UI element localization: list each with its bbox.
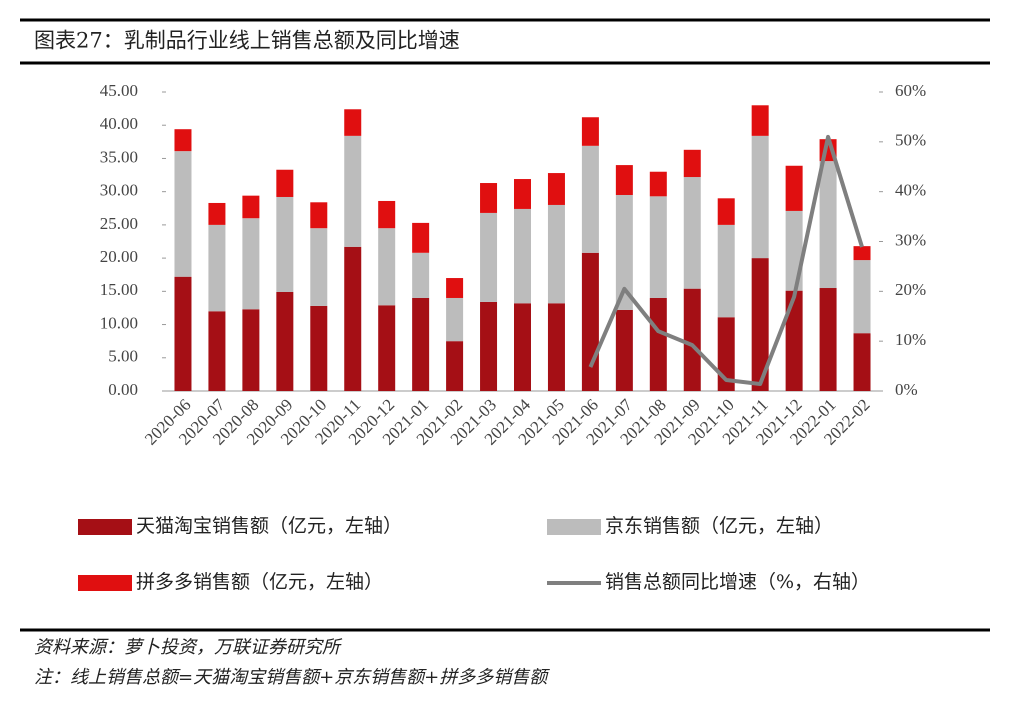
bar-segment (683, 288, 701, 391)
y2-tick-label: 60% (895, 81, 926, 100)
y-tick-label: 15.00 (100, 280, 138, 299)
legend-label: 京东销售额（亿元，左轴） (605, 515, 833, 537)
y-tick-label: 40.00 (100, 114, 138, 133)
bar-segment (683, 177, 701, 289)
legend-swatch (78, 519, 132, 535)
chart-title: 图表27：乳制品行业线上销售总额及同比增速 (34, 29, 460, 53)
bar-segment (649, 171, 667, 197)
bar-segment (717, 198, 735, 225)
bar-segment (717, 317, 735, 391)
bar-segment (480, 183, 498, 213)
bar-segment (208, 311, 226, 391)
bar-segment (785, 210, 803, 291)
bar-segment (344, 246, 362, 391)
legend-label: 销售总额同比增速（%，右轴） (605, 571, 870, 593)
bar-segment (615, 165, 633, 195)
bar-segment (853, 260, 871, 334)
bar-segment (514, 208, 531, 304)
y2-tick-label: 10% (895, 330, 926, 349)
bar-segment (751, 135, 769, 259)
bar-segment (547, 303, 565, 391)
bar-segment (853, 333, 871, 391)
note: 注：线上销售总额=天猫淘宝销售额+京东销售额+拼多多销售额 (34, 667, 550, 688)
bar-segment (276, 196, 294, 292)
bar-segment (242, 195, 260, 219)
bar-segment (446, 341, 464, 391)
bar-segment (819, 288, 837, 391)
source: 资料来源：萝卜投资，万联证券研究所 (34, 637, 343, 658)
bar-segment (751, 105, 769, 136)
y2-tick-label: 50% (895, 131, 926, 150)
y-tick-label: 0.00 (108, 380, 138, 399)
bar-segment (446, 278, 464, 298)
y2-tick-label: 30% (895, 230, 926, 249)
bar-segment (615, 194, 633, 310)
bar-segment (208, 224, 226, 312)
bar-segment (649, 297, 667, 391)
bar-segment (547, 204, 565, 304)
bar-segment (751, 258, 769, 391)
bar-segment (717, 224, 735, 318)
bar-segment (446, 297, 464, 342)
bar-segment (615, 309, 633, 391)
bar-segment (581, 117, 599, 146)
bar-segment (378, 228, 396, 306)
bar-segment (310, 202, 328, 229)
bar-segment (208, 202, 226, 225)
bar-segment (514, 303, 531, 391)
bar-segment (242, 309, 260, 391)
bar-segment (174, 151, 192, 277)
y2-tick-label: 40% (895, 181, 926, 200)
y-tick-label: 30.00 (100, 181, 138, 200)
y-tick-label: 35.00 (100, 147, 138, 166)
bar-segment (310, 228, 328, 306)
y-tick-label: 25.00 (100, 214, 138, 233)
bar-segment (819, 161, 837, 289)
bar-segment (174, 276, 192, 391)
bar-segment (853, 246, 871, 261)
y2-tick-label: 20% (895, 280, 926, 299)
bar-segment (276, 169, 294, 197)
bar-segment (174, 129, 192, 152)
bar-segment (480, 301, 498, 391)
bar-segment (412, 297, 430, 391)
bar-segment (378, 305, 396, 391)
bar-segment (683, 149, 701, 178)
legend-label: 天猫淘宝销售额（亿元，左轴） (136, 515, 402, 537)
bar-segment (785, 290, 803, 391)
bar-segment (514, 179, 531, 209)
legend-swatch (547, 519, 601, 535)
bar-segment (310, 305, 328, 391)
bar-segment (412, 222, 430, 253)
bar-segment (547, 173, 565, 205)
y-tick-label: 45.00 (100, 81, 138, 100)
y-tick-label: 20.00 (100, 247, 138, 266)
legend-swatch (78, 575, 132, 591)
bar-segment (344, 135, 362, 247)
y2-tick-label: 0% (895, 380, 918, 399)
y-tick-label: 10.00 (100, 313, 138, 332)
bar-segment (581, 252, 599, 391)
y-tick-label: 5.00 (108, 347, 138, 366)
bar-segment (412, 252, 430, 298)
bar-segment (480, 212, 498, 302)
bar-segment (276, 291, 294, 391)
bar-segment (581, 145, 599, 253)
bar-segment (378, 200, 396, 229)
bar-segment (344, 109, 362, 136)
line-series (588, 134, 864, 387)
legend-label: 拼多多销售额（亿元，左轴） (136, 571, 383, 593)
bar-segment (242, 218, 260, 310)
bar-segment (785, 165, 803, 211)
bar-segment (649, 196, 667, 298)
